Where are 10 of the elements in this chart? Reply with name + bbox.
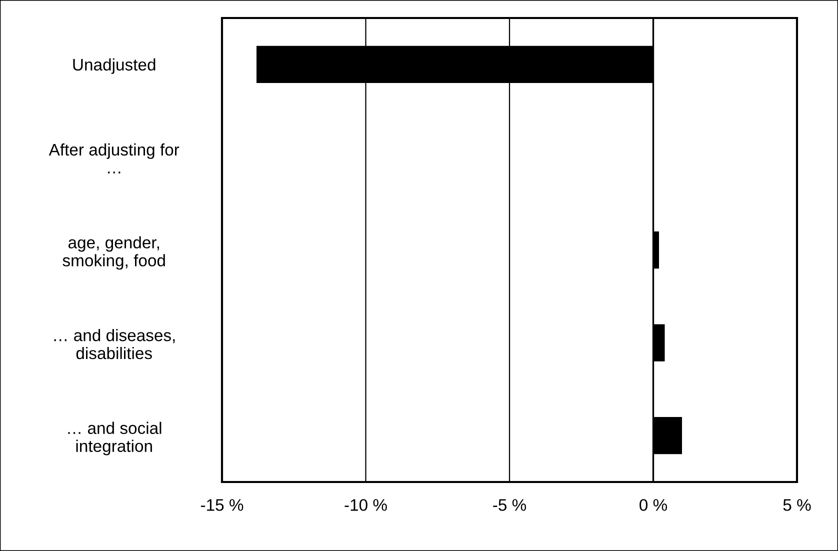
x-tick-label: 0 % [640,499,668,511]
x-tick-label: -10 % [344,499,387,511]
y-tick-label: After adjusting for … [48,143,180,174]
y-tick-label: Unadjusted [73,58,156,74]
x-tick-label: -5 % [493,499,526,511]
y-tick-label: age, gender, smoking, food [62,236,165,270]
x-tick-label: -15 % [200,499,244,511]
y-tick-label: … and social integration [68,422,162,456]
x-tick-label: 5 % [783,499,811,511]
y-tick-label: … and diseases, disabilities [54,328,175,360]
